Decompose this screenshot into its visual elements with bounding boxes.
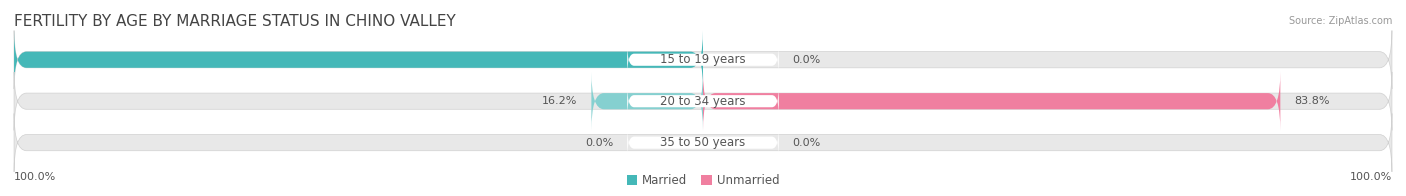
- FancyBboxPatch shape: [703, 72, 1281, 130]
- Text: 0.0%: 0.0%: [793, 138, 821, 148]
- Text: 83.8%: 83.8%: [1294, 96, 1330, 106]
- Text: FERTILITY BY AGE BY MARRIAGE STATUS IN CHINO VALLEY: FERTILITY BY AGE BY MARRIAGE STATUS IN C…: [14, 14, 456, 29]
- Text: 16.2%: 16.2%: [543, 96, 578, 106]
- Text: 15 to 19 years: 15 to 19 years: [661, 53, 745, 66]
- Text: 0.0%: 0.0%: [793, 55, 821, 65]
- FancyBboxPatch shape: [627, 86, 779, 116]
- Text: 100.0%: 100.0%: [1350, 172, 1392, 182]
- Legend: Married, Unmarried: Married, Unmarried: [621, 169, 785, 192]
- FancyBboxPatch shape: [592, 72, 703, 130]
- FancyBboxPatch shape: [14, 31, 703, 89]
- FancyBboxPatch shape: [14, 72, 1392, 130]
- FancyBboxPatch shape: [14, 113, 1392, 172]
- Text: 0.0%: 0.0%: [585, 138, 613, 148]
- FancyBboxPatch shape: [627, 45, 779, 74]
- Text: Source: ZipAtlas.com: Source: ZipAtlas.com: [1288, 16, 1392, 26]
- Text: 20 to 34 years: 20 to 34 years: [661, 95, 745, 108]
- FancyBboxPatch shape: [627, 128, 779, 157]
- FancyBboxPatch shape: [14, 31, 1392, 89]
- Text: 100.0%: 100.0%: [14, 172, 56, 182]
- Text: 35 to 50 years: 35 to 50 years: [661, 136, 745, 149]
